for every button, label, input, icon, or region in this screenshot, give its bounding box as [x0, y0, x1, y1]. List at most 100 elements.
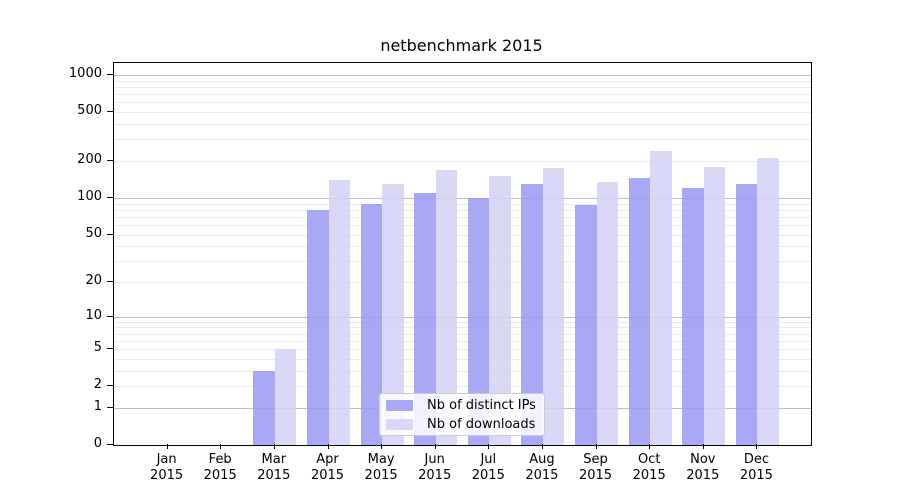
y-tick-label: 10	[85, 307, 102, 323]
gridline-minor	[114, 349, 811, 351]
gridline-minor	[114, 261, 811, 263]
bar-distinct-ips	[253, 370, 275, 445]
bar-downloads	[757, 158, 779, 445]
bar-distinct-ips	[628, 178, 651, 445]
x-tick-label: Apr 2015	[310, 452, 345, 483]
y-tick-label: 2	[93, 377, 102, 393]
chart-title: netbenchmark 2015	[380, 36, 543, 55]
gridline-minor	[114, 80, 811, 82]
bar-downloads	[274, 349, 297, 445]
gridline-minor	[114, 333, 811, 335]
x-tick-mark	[220, 444, 222, 449]
y-tick-mark	[107, 160, 113, 161]
gridline-minor	[114, 224, 811, 226]
bar-distinct-ips	[360, 203, 383, 445]
legend-swatch	[386, 418, 413, 430]
bar-distinct-ips	[682, 188, 704, 445]
y-tick-mark	[107, 111, 113, 113]
gridline-minor	[114, 340, 811, 342]
gridline-minor	[114, 102, 811, 104]
bar-downloads	[650, 151, 672, 445]
y-tick-mark	[107, 74, 113, 75]
y-tick-label: 100	[77, 188, 102, 204]
y-tick-label: 50	[85, 225, 102, 241]
gridline-major	[114, 197, 811, 199]
y-tick-mark	[107, 385, 113, 387]
bar-distinct-ips	[575, 205, 597, 445]
x-tick-mark	[327, 444, 329, 449]
y-tick-label: 1000	[68, 66, 102, 81]
gridline-minor	[114, 234, 811, 236]
legend-label: Nb of downloads	[427, 416, 536, 432]
gridline-minor	[114, 124, 811, 125]
y-tick-mark	[107, 406, 113, 408]
x-tick-label: Jan 2015	[150, 452, 184, 483]
y-tick-label: 5	[93, 340, 102, 356]
x-tick-mark	[381, 444, 383, 449]
y-tick-label: 500	[77, 103, 102, 119]
legend-swatch	[386, 399, 413, 411]
x-tick-mark	[595, 444, 597, 449]
x-tick-label: May 2015	[364, 452, 398, 483]
x-tick-label: Aug 2015	[525, 452, 559, 483]
y-tick-mark	[107, 444, 113, 445]
gridline-major	[114, 75, 811, 76]
x-tick-label: Nov 2015	[686, 452, 720, 483]
y-tick-mark	[107, 315, 113, 317]
gridline-minor	[114, 282, 811, 283]
x-tick-mark	[541, 444, 543, 449]
gridline-minor	[114, 209, 811, 211]
x-tick-label: Feb 2015	[203, 452, 237, 483]
x-tick-label: Sep 2015	[578, 452, 613, 483]
x-tick-mark	[273, 444, 275, 449]
gridline-minor	[114, 216, 811, 218]
gridline-minor	[114, 246, 811, 248]
x-tick-mark	[649, 444, 651, 449]
gridline-minor	[114, 321, 811, 323]
y-tick-label: 1	[93, 398, 102, 414]
x-tick-label: Dec 2015	[739, 452, 773, 483]
gridline-layer	[114, 63, 811, 445]
x-tick-label: Jun 2015	[418, 452, 452, 483]
bar-distinct-ips	[467, 197, 490, 445]
legend-item-distinct-ips: Nb of distinct IPs	[386, 397, 538, 413]
bar-distinct-ips	[735, 183, 758, 445]
x-tick-label: Jul 2015	[471, 452, 505, 483]
y-tick-mark	[107, 348, 113, 350]
y-tick-mark	[107, 196, 113, 198]
gridline-minor	[114, 327, 811, 329]
x-tick-label: Mar 2015	[257, 452, 291, 483]
gridline-minor	[114, 203, 811, 205]
x-tick-mark	[488, 444, 490, 449]
bar-downloads	[489, 176, 511, 445]
gridline-minor	[114, 358, 811, 360]
legend-item-downloads: Nb of downloads	[386, 416, 538, 432]
bar-downloads	[328, 180, 350, 445]
y-tick-label: 20	[85, 273, 102, 288]
plot-area	[113, 62, 812, 446]
gridline-minor	[114, 370, 811, 372]
legend-label: Nb of distinct IPs	[427, 397, 536, 413]
x-tick-mark	[756, 444, 758, 449]
bar-downloads	[382, 183, 404, 445]
y-tick-mark	[107, 233, 113, 235]
bar-layer	[114, 63, 811, 445]
y-tick-mark	[107, 281, 113, 282]
gridline-minor	[114, 112, 811, 114]
bar-downloads	[435, 169, 458, 445]
y-tick-label: 200	[77, 152, 102, 167]
gridline-minor	[114, 87, 811, 88]
gridline-minor	[114, 161, 811, 162]
x-tick-mark	[166, 444, 168, 449]
bar-downloads	[596, 181, 618, 445]
bar-distinct-ips	[414, 192, 436, 445]
bar-distinct-ips	[307, 209, 329, 445]
gridline-major	[114, 316, 811, 318]
bar-distinct-ips	[521, 183, 543, 445]
bar-downloads	[703, 166, 726, 445]
gridline-minor	[114, 139, 811, 141]
gridline-minor	[114, 386, 811, 388]
x-tick-mark	[702, 444, 704, 449]
x-tick-label: Oct 2015	[632, 452, 666, 483]
